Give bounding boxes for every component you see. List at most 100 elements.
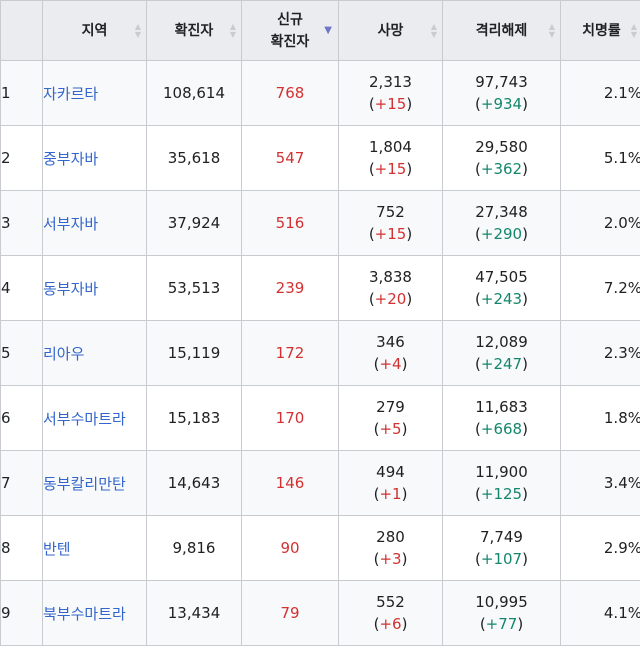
deaths-value: 3,838 (339, 266, 442, 288)
confirmed-cell: 14,643 (147, 451, 242, 516)
released-delta-value: +107 (481, 550, 522, 568)
header-new-confirmed[interactable]: 신규 확진자 ▼ (242, 1, 339, 61)
released-delta: (+77) (443, 613, 560, 635)
region-link[interactable]: 서부수마트라 (43, 410, 126, 428)
rank-cell: 2 (1, 126, 43, 191)
new-confirmed-cell: 90 (242, 516, 339, 581)
deaths-cell: 1,804(+15) (339, 126, 443, 191)
rank-cell: 9 (1, 581, 43, 646)
released-cell: 7,749(+107) (443, 516, 561, 581)
released-delta: (+125) (443, 483, 560, 505)
deaths-value: 279 (339, 396, 442, 418)
released-value: 12,089 (443, 331, 560, 353)
header-region[interactable]: 지역 ▲▼ (43, 1, 147, 61)
deaths-value: 280 (339, 526, 442, 548)
released-delta-value: +362 (481, 160, 522, 178)
deaths-delta-value: +15 (375, 160, 407, 178)
deaths-delta: (+4) (339, 353, 442, 375)
sort-arrows-icon[interactable]: ▲▼ (230, 23, 236, 39)
released-value: 47,505 (443, 266, 560, 288)
released-delta-value: +668 (481, 420, 522, 438)
confirmed-cell: 35,618 (147, 126, 242, 191)
sort-arrows-icon[interactable]: ▲▼ (135, 23, 141, 39)
fatality-cell: 2.9% (561, 516, 640, 581)
header-released-label: 격리해제 (476, 20, 528, 42)
new-confirmed-cell: 170 (242, 386, 339, 451)
released-delta: (+243) (443, 288, 560, 310)
confirmed-cell: 9,816 (147, 516, 242, 581)
region-link[interactable]: 자카르타 (43, 85, 98, 103)
region-cell: 서부수마트라 (43, 386, 147, 451)
released-value: 10,995 (443, 591, 560, 613)
deaths-delta: (+6) (339, 613, 442, 635)
deaths-cell: 346(+4) (339, 321, 443, 386)
sort-descending-icon[interactable]: ▼ (324, 20, 332, 42)
deaths-delta-value: +4 (379, 355, 401, 373)
region-link[interactable]: 동부자바 (43, 280, 98, 298)
sort-arrows-icon[interactable]: ▲▼ (431, 23, 437, 39)
header-new-confirmed-label: 신규 확진자 (271, 9, 310, 53)
confirmed-cell: 15,119 (147, 321, 242, 386)
deaths-cell: 279(+5) (339, 386, 443, 451)
fatality-cell: 3.4% (561, 451, 640, 516)
fatality-cell: 2.1% (561, 61, 640, 126)
released-cell: 97,743(+934) (443, 61, 561, 126)
released-cell: 29,580(+362) (443, 126, 561, 191)
deaths-delta-value: +6 (379, 615, 401, 633)
region-link[interactable]: 동부칼리만탄 (43, 475, 126, 493)
released-cell: 11,900(+125) (443, 451, 561, 516)
deaths-delta: (+15) (339, 93, 442, 115)
rank-cell: 3 (1, 191, 43, 256)
header-fatality[interactable]: 치명률 ▲▼ (561, 1, 640, 61)
deaths-cell: 494(+1) (339, 451, 443, 516)
confirmed-cell: 15,183 (147, 386, 242, 451)
deaths-delta: (+15) (339, 158, 442, 180)
released-value: 27,348 (443, 201, 560, 223)
header-new-line1: 신규 (277, 12, 303, 28)
deaths-value: 752 (339, 201, 442, 223)
deaths-delta: (+1) (339, 483, 442, 505)
header-released[interactable]: 격리해제 ▲▼ (443, 1, 561, 61)
deaths-value: 1,804 (339, 136, 442, 158)
rank-cell: 8 (1, 516, 43, 581)
released-cell: 12,089(+247) (443, 321, 561, 386)
new-confirmed-cell: 79 (242, 581, 339, 646)
region-link[interactable]: 중부자바 (43, 150, 98, 168)
deaths-delta-value: +15 (375, 225, 407, 243)
region-cell: 반텐 (43, 516, 147, 581)
released-value: 11,683 (443, 396, 560, 418)
region-link[interactable]: 북부수마트라 (43, 605, 126, 623)
region-link[interactable]: 서부자바 (43, 215, 98, 233)
header-confirmed[interactable]: 확진자 ▲▼ (147, 1, 242, 61)
deaths-cell: 752(+15) (339, 191, 443, 256)
released-delta: (+107) (443, 548, 560, 570)
rank-cell: 6 (1, 386, 43, 451)
region-link[interactable]: 반텐 (43, 540, 71, 558)
header-deaths[interactable]: 사망 ▲▼ (339, 1, 443, 61)
region-cell: 자카르타 (43, 61, 147, 126)
sort-arrows-icon[interactable]: ▲▼ (631, 23, 637, 39)
fatality-cell: 2.0% (561, 191, 640, 256)
region-cell: 동부칼리만탄 (43, 451, 147, 516)
released-delta: (+290) (443, 223, 560, 245)
region-link[interactable]: 리아우 (43, 345, 84, 363)
confirmed-cell: 13,434 (147, 581, 242, 646)
deaths-delta-value: +5 (379, 420, 401, 438)
rank-cell: 1 (1, 61, 43, 126)
released-delta: (+247) (443, 353, 560, 375)
deaths-delta: (+20) (339, 288, 442, 310)
deaths-cell: 3,838(+20) (339, 256, 443, 321)
sort-arrows-icon[interactable]: ▲▼ (549, 23, 555, 39)
deaths-value: 494 (339, 461, 442, 483)
fatality-cell: 2.3% (561, 321, 640, 386)
new-confirmed-cell: 172 (242, 321, 339, 386)
deaths-delta-value: +1 (379, 485, 401, 503)
header-confirmed-label: 확진자 (175, 20, 214, 42)
